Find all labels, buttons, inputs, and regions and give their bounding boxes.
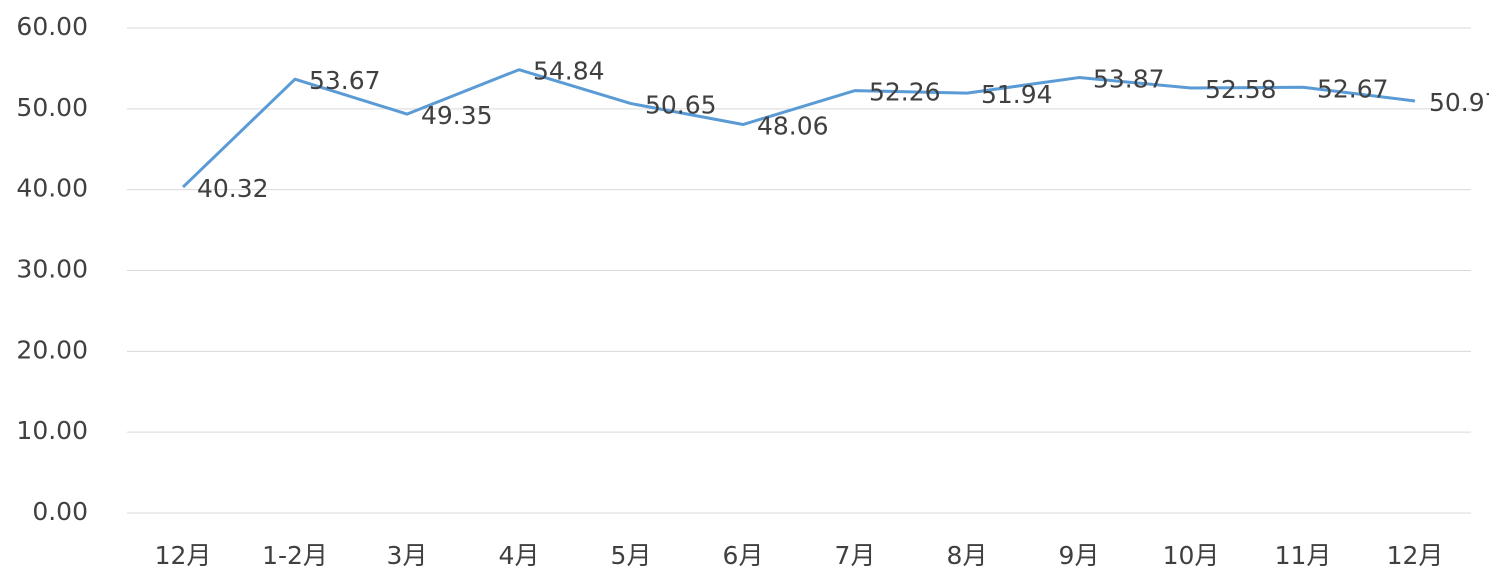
x-tick-label: 10月 (1163, 541, 1220, 570)
x-tick-label: 7月 (835, 541, 876, 570)
x-tick-label: 6月 (723, 541, 764, 570)
data-label: 48.06 (757, 112, 829, 141)
y-tick-label: 10.00 (16, 416, 88, 445)
data-label: 50.65 (645, 91, 717, 120)
data-label: 53.67 (309, 66, 381, 95)
y-tick-label: 60.00 (16, 12, 88, 41)
data-label: 52.58 (1205, 75, 1277, 104)
x-tick-label: 4月 (499, 541, 540, 570)
x-tick-label: 12月 (1387, 541, 1444, 570)
x-tick-label: 3月 (387, 541, 428, 570)
data-label: 49.35 (421, 101, 493, 130)
x-tick-label: 1-2月 (262, 541, 328, 570)
data-label: 52.26 (869, 78, 941, 107)
data-label: 52.67 (1317, 74, 1389, 103)
data-label: 51.94 (981, 80, 1053, 109)
y-tick-label: 0.00 (32, 497, 88, 526)
y-tick-label: 30.00 (16, 255, 88, 284)
x-tick-label: 9月 (1059, 541, 1100, 570)
data-label: 50.97 (1429, 88, 1489, 117)
y-tick-label: 40.00 (16, 174, 88, 203)
x-tick-label: 5月 (611, 541, 652, 570)
x-tick-label: 8月 (947, 541, 988, 570)
x-tick-label: 11月 (1275, 541, 1332, 570)
data-label: 40.32 (197, 174, 269, 203)
line (181, 68, 1416, 189)
y-tick-label: 50.00 (16, 93, 88, 122)
data-label: 54.84 (533, 57, 605, 86)
data-label: 53.87 (1093, 65, 1165, 94)
x-tick-label: 12月 (155, 541, 212, 570)
y-tick-label: 20.00 (16, 335, 88, 364)
